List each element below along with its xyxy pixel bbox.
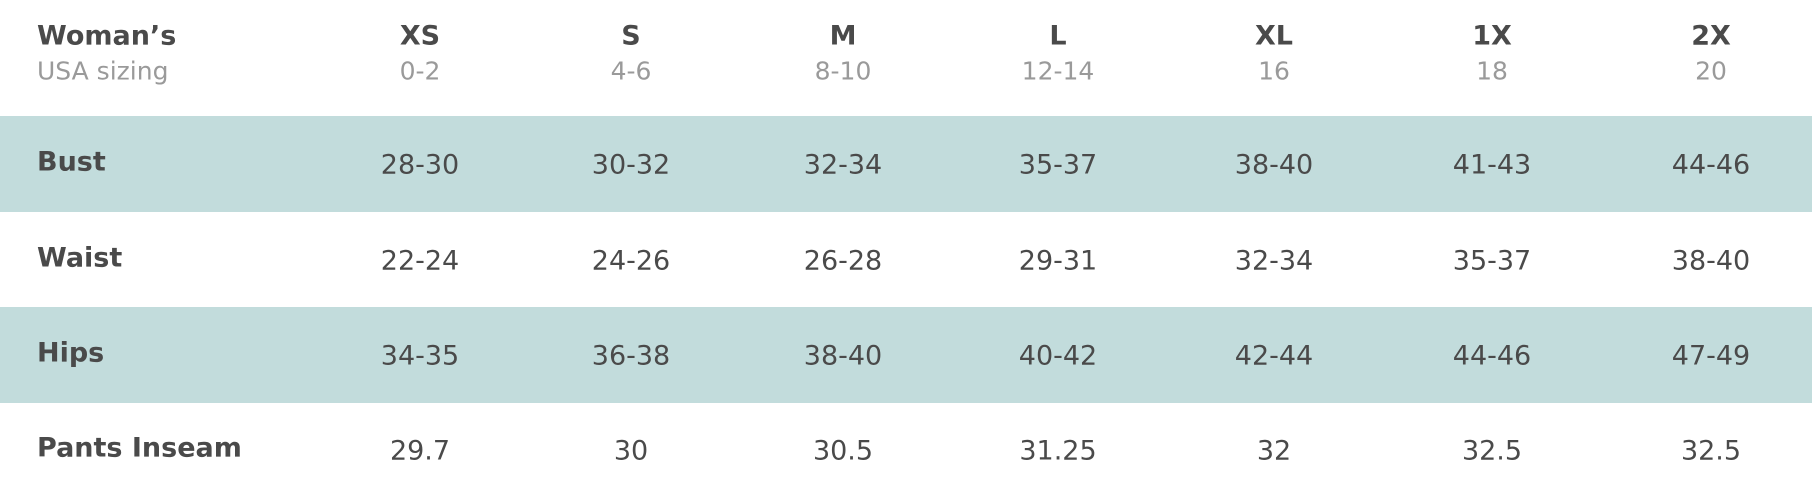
cell: 29-31: [1018, 245, 1098, 276]
size-range: 4-6: [610, 56, 652, 86]
size-label: 1X: [1472, 20, 1512, 52]
cell: 26-28: [803, 245, 883, 276]
size-label: L: [1049, 20, 1067, 52]
cell: 38-40: [803, 340, 883, 372]
header-title: Woman’s: [37, 20, 177, 52]
size-range: 18: [1476, 56, 1508, 86]
cell: 41-43: [1452, 149, 1532, 181]
size-range: 8-10: [814, 56, 872, 86]
row-band: [0, 116, 1812, 212]
row-band: [0, 307, 1812, 403]
cell: 44-46: [1452, 340, 1532, 372]
row-band: [0, 403, 1812, 496]
row-label: Waist: [37, 242, 123, 273]
size-range: 16: [1258, 56, 1290, 86]
size-label: M: [829, 20, 857, 52]
size-range: 0-2: [399, 56, 441, 86]
cell: 22-24: [380, 245, 460, 276]
cell: 47-49: [1671, 340, 1751, 372]
cell: 38-40: [1234, 149, 1314, 181]
cell: 35-37: [1452, 245, 1532, 276]
row-label: Hips: [37, 337, 105, 369]
cell: 32.5: [1680, 435, 1742, 466]
size-label: S: [621, 20, 641, 52]
row-band: [0, 212, 1812, 307]
cell: 40-42: [1018, 340, 1098, 372]
size-range: 12-14: [1021, 56, 1095, 86]
size-range: 20: [1695, 56, 1727, 86]
cell: 32-34: [803, 149, 883, 181]
cell: 34-35: [380, 340, 460, 372]
cell: 30: [613, 435, 649, 466]
header-subtitle: USA sizing: [37, 56, 169, 86]
size-label: XS: [399, 20, 441, 52]
cell: 42-44: [1234, 340, 1314, 372]
row-label: Bust: [37, 146, 106, 178]
cell: 35-37: [1018, 149, 1098, 181]
cell: 38-40: [1671, 245, 1751, 276]
size-label: 2X: [1691, 20, 1731, 52]
cell: 32-34: [1234, 245, 1314, 276]
cell: 30.5: [812, 435, 874, 466]
row-label: Pants Inseam: [37, 432, 242, 463]
size-label: XL: [1254, 20, 1294, 52]
cell: 36-38: [591, 340, 671, 372]
cell: 28-30: [380, 149, 460, 181]
cell: 24-26: [591, 245, 671, 276]
cell: 30-32: [591, 149, 671, 181]
cell: 32: [1256, 435, 1292, 466]
cell: 31.25: [1019, 435, 1097, 466]
cell: 29.7: [389, 435, 451, 466]
cell: 44-46: [1671, 149, 1751, 181]
cell: 32.5: [1461, 435, 1523, 466]
